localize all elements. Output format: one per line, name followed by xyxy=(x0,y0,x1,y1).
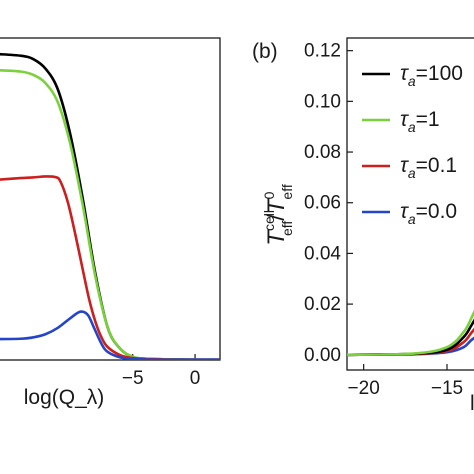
legend-symbol-sub: a xyxy=(408,211,416,227)
legend-symbol: τ xyxy=(400,108,409,131)
ylabel-sup2: 0 xyxy=(261,191,277,199)
legend-label: =100 xyxy=(416,62,463,85)
legend-symbol: τ xyxy=(400,62,409,85)
panel-a-frame xyxy=(0,37,221,361)
ylabel-sup: cell xyxy=(261,210,277,231)
x-tick-label: −5 xyxy=(122,368,144,389)
series-line-1 xyxy=(0,68,220,360)
y-tick-label: 0.00 xyxy=(304,345,341,366)
series-line-1 xyxy=(347,327,474,357)
series-line-3 xyxy=(0,310,220,360)
legend-symbol: τ xyxy=(400,200,409,223)
series-line-0 xyxy=(0,52,220,360)
legend-label: =1 xyxy=(416,108,440,131)
y-tick-label: 0.04 xyxy=(304,243,341,264)
legend-symbol-sub: a xyxy=(408,165,416,181)
panel-b-y-axis-label: Tcell eff/T0 eff xyxy=(261,184,295,246)
x-tick-label: −15 xyxy=(431,378,463,399)
y-tick-label: 0.12 xyxy=(304,41,341,62)
panel-b-ticks: −20 −15 0.00 0.02 0.04 0.06 0.08 0.10 0.12 xyxy=(304,41,463,399)
ylabel-sub: eff xyxy=(279,221,295,236)
panel-b-series xyxy=(347,309,474,357)
legend-item: τa=0.1 xyxy=(400,154,457,181)
panel-b-label: (b) xyxy=(252,40,278,63)
panel-a: −5 0 log(Q_λ) xyxy=(0,37,221,409)
legend-item: τa=1 xyxy=(400,108,440,135)
legend-label: =0.1 xyxy=(416,154,457,177)
panel-b-frame xyxy=(346,37,474,371)
ylabel-sub2: eff xyxy=(279,184,295,199)
ylabel-slash: / xyxy=(263,214,290,221)
series-line-2 xyxy=(347,318,474,357)
ylabel-base: T xyxy=(263,229,290,246)
legend-symbol-sub: a xyxy=(408,73,416,89)
legend-item: τa=100 xyxy=(400,62,463,89)
y-tick-label: 0.08 xyxy=(304,142,341,163)
series-line-3 xyxy=(347,309,474,357)
y-tick-label: 0.10 xyxy=(304,91,341,112)
legend-label: =0.0 xyxy=(416,200,457,223)
panel-a-series xyxy=(0,52,220,360)
ylabel-base2: T xyxy=(263,197,290,214)
legend-symbol-sub: a xyxy=(408,119,416,135)
legend-item: τa=0.0 xyxy=(400,200,457,227)
x-tick-label: 0 xyxy=(190,368,201,389)
y-tick-label: 0.06 xyxy=(304,193,341,214)
legend-symbol: τ xyxy=(400,154,409,177)
panel-a-x-axis-label: log(Q_λ) xyxy=(24,386,105,409)
panel-b: (b) Tcell eff/T0 eff −20 −150.000.020.040.0… xyxy=(252,37,474,415)
y-tick-label: 0.02 xyxy=(304,294,341,315)
x-tick-label: −20 xyxy=(348,378,380,399)
panel-b-x-axis-label: l xyxy=(470,392,474,415)
